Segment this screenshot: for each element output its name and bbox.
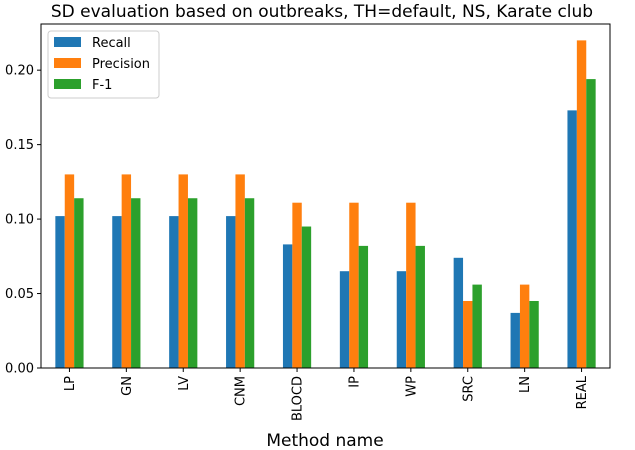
bar-recall-cnm — [226, 216, 236, 368]
x-tick-label-real: REAL — [575, 375, 590, 409]
bar-f-1-lv — [187, 198, 198, 368]
legend-label-recall: Recall — [92, 36, 131, 51]
chart-title: SD evaluation based on outbreaks, TH=def… — [51, 2, 593, 22]
x-tick-label-blocd: BLOCD — [291, 376, 306, 421]
bar-f-1-ip — [358, 245, 369, 368]
y-tick-label: 0.00 — [5, 362, 34, 377]
bar-recall-lv — [169, 216, 179, 368]
bar-recall-src — [453, 257, 464, 368]
x-tick-label-ln: LN — [518, 376, 533, 393]
bar-precision-src — [463, 300, 473, 368]
bar-recall-blocd — [282, 244, 293, 368]
y-tick-label: 0.20 — [5, 64, 34, 79]
x-tick-label-gn: GN — [120, 376, 135, 396]
legend-label-f-1: F-1 — [92, 78, 112, 93]
x-tick-label-lv: LV — [177, 376, 192, 391]
legend-label-precision: Precision — [92, 57, 150, 72]
bar-f-1-real — [586, 79, 596, 369]
bar-precision-lv — [178, 174, 188, 368]
bar-recall-wp — [396, 271, 407, 368]
plot-area — [55, 40, 596, 369]
y-tick-label: 0.10 — [5, 213, 34, 228]
bar-f-1-gn — [131, 198, 141, 368]
x-tick-label-wp: WP — [404, 376, 419, 397]
x-tick-label-src: SRC — [461, 376, 476, 402]
x-axis: LP GN LV CNM BLOCD IP WP SRC LN REAL — [63, 368, 590, 421]
x-tick-label-ip: IP — [347, 376, 362, 388]
x-tick-label-lp: LP — [63, 376, 78, 391]
bar-precision-gn — [121, 174, 132, 368]
bar-recall-real — [567, 110, 577, 369]
legend-swatch-precision — [54, 58, 81, 68]
legend-swatch-f-1 — [54, 79, 81, 89]
axes-frame — [40, 23, 611, 369]
bar-precision-real — [576, 40, 587, 368]
bar-recall-ln — [510, 312, 520, 368]
bar-precision-lp — [64, 174, 75, 368]
bar-precision-wp — [406, 202, 416, 368]
bar-f-1-lp — [74, 198, 84, 368]
bar-precision-cnm — [235, 174, 245, 368]
legend: Recall Precision F-1 — [47, 30, 160, 99]
bar-precision-blocd — [292, 202, 302, 368]
y-axis: 0.00 0.05 0.10 0.15 0.20 — [5, 64, 41, 377]
x-axis-title: Method name — [266, 431, 383, 450]
y-tick-label: 0.05 — [5, 287, 34, 302]
bar-f-1-src — [472, 284, 482, 368]
bar-precision-ln — [519, 284, 530, 368]
x-tick-label-cnm: CNM — [234, 376, 249, 406]
legend-swatch-recall — [54, 37, 81, 47]
bar-recall-lp — [55, 216, 65, 368]
bar-f-1-blocd — [301, 226, 312, 368]
bar-f-1-ln — [529, 300, 539, 368]
bar-recall-gn — [112, 216, 122, 368]
y-tick-label: 0.15 — [5, 138, 34, 153]
bar-f-1-wp — [415, 245, 425, 368]
bar-f-1-cnm — [244, 198, 255, 368]
bar-precision-ip — [349, 202, 359, 368]
bar-recall-ip — [339, 271, 350, 368]
